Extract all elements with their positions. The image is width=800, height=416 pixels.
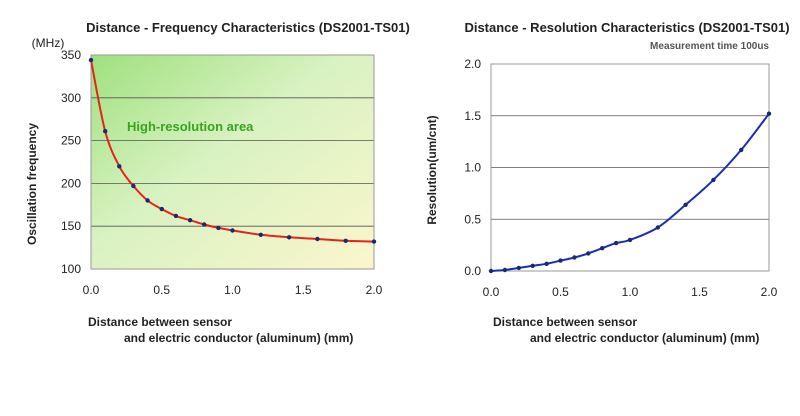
y-tick-label: 100 (61, 262, 81, 276)
data-point (315, 236, 320, 242)
x-axis-label-line1: Distance between sensor (493, 315, 637, 329)
x-tick-label: 1.0 (622, 285, 639, 299)
y-tick-label: 0.0 (464, 264, 481, 278)
data-point (103, 129, 108, 134)
data-point (187, 218, 193, 223)
data-point (173, 213, 179, 219)
x-tick-label: 1.5 (691, 285, 708, 299)
data-point (627, 237, 633, 243)
y-axis-label: Oscillation frequency (25, 123, 39, 245)
y-tick-label: 200 (61, 176, 81, 190)
x-axis-label-line2: and electric conductor (aluminum) (mm) (124, 331, 353, 345)
x-axis-label-line2: and electric conductor (aluminum) (mm) (530, 331, 759, 345)
data-point (145, 198, 150, 203)
data-point (655, 225, 660, 230)
data-point (371, 239, 377, 244)
y-tick-label: 150 (61, 219, 81, 233)
data-point (572, 255, 577, 260)
data-point (613, 240, 619, 246)
plot-area: 0.0 0.5 1.0 1.5 2.0 0.0 0.5 1.0 1.5 2.0 (464, 57, 777, 299)
x-tick-label: 2.0 (366, 283, 383, 297)
data-point (516, 265, 521, 271)
data-point (117, 164, 122, 169)
data-point (216, 225, 221, 231)
unit-label: (MHz) (32, 36, 65, 50)
y-tick-label: 2.0 (464, 57, 481, 71)
series-line (490, 113, 770, 272)
data-point (159, 206, 164, 212)
chart-title: Distance - Resolution Characteristics (D… (464, 20, 789, 35)
series-line (90, 59, 375, 243)
data-point (739, 147, 744, 153)
x-tick-label: 0.5 (552, 285, 569, 299)
frequency-chart: Distance - Frequency Characteristics (DS… (25, 20, 410, 345)
chart-title: Distance - Frequency Characteristics (DS… (86, 20, 410, 35)
plot-frame (490, 63, 770, 272)
plot-area: 100 150 200 250 300 350 0.0 0.5 1.0 1.5 2.0 High-re… (61, 48, 383, 297)
annotation-label: High-resolution area (127, 119, 254, 134)
data-point (558, 258, 563, 263)
y-tick-label: 300 (61, 91, 81, 105)
data-point (530, 263, 535, 268)
y-tick-label: 250 (61, 134, 81, 148)
x-tick-label: 1.5 (295, 283, 312, 297)
data-point (586, 251, 591, 256)
x-tick-label: 2.0 (761, 285, 778, 299)
high-resolution-shading (91, 55, 374, 269)
data-point (131, 183, 136, 189)
data-point (683, 202, 688, 207)
x-tick-label: 0.5 (153, 283, 170, 297)
plot-frame (90, 54, 375, 270)
x-tick-label: 1.0 (224, 283, 241, 297)
x-axis-label-line1: Distance between sensor (88, 315, 232, 329)
data-point (258, 232, 263, 237)
y-tick-label: 0.5 (464, 212, 481, 226)
x-tick-label: 0.0 (83, 283, 100, 297)
x-tick-label: 0.0 (483, 285, 500, 299)
y-tick-label: 350 (61, 48, 81, 62)
y-axis-label: Resolution(um/cnt) (425, 115, 439, 224)
data-point (600, 246, 605, 251)
y-tick-label: 1.0 (464, 161, 481, 175)
y-tick-label: 1.5 (464, 109, 481, 123)
data-point (766, 111, 772, 116)
resolution-chart: Distance - Resolution Characteristics (D… (425, 20, 790, 345)
data-point (202, 222, 207, 227)
data-point (230, 228, 235, 233)
data-point (502, 267, 508, 273)
data-point (544, 261, 549, 266)
data-point (711, 177, 716, 183)
data-point (88, 57, 94, 63)
data-point (343, 238, 348, 243)
data-point (488, 268, 494, 274)
chart-subtitle: Measurement time 100us (650, 41, 769, 52)
data-point (286, 235, 292, 240)
